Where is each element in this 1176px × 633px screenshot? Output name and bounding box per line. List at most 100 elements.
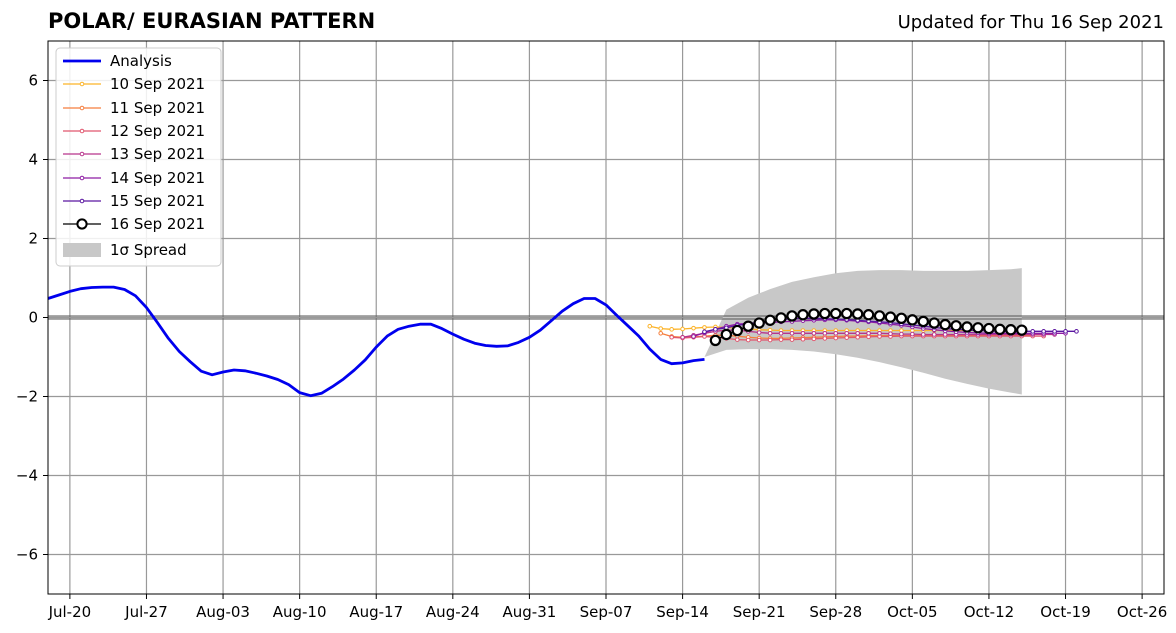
forecast-point xyxy=(917,315,929,328)
forecast-point xyxy=(819,307,831,320)
legend-marker xyxy=(79,128,85,134)
legend-label: 14 Sep 2021 xyxy=(110,169,205,187)
legend-swatch-spread xyxy=(63,243,101,257)
forecast-point xyxy=(1052,329,1057,334)
forecast-point xyxy=(778,337,784,342)
legend-marker xyxy=(79,198,85,204)
forecast-point xyxy=(709,334,722,347)
legend-label: 12 Sep 2021 xyxy=(110,122,205,140)
x-tick-label: Sep-21 xyxy=(733,603,786,621)
forecast-point xyxy=(994,323,1006,336)
forecast-point xyxy=(888,331,893,336)
x-tick-label: Jul-27 xyxy=(124,603,168,621)
forecast-point xyxy=(767,337,773,343)
forecast-point xyxy=(841,307,853,320)
forecast-point xyxy=(786,310,798,322)
forecast-point xyxy=(873,310,886,322)
forecast-point xyxy=(851,308,864,320)
forecast-point xyxy=(972,322,984,334)
forecast-point xyxy=(680,326,685,332)
forecast-point xyxy=(658,331,664,336)
forecast-point xyxy=(669,327,674,332)
x-tick-label: Oct-26 xyxy=(1117,603,1167,621)
x-tick-label: Aug-03 xyxy=(196,603,250,621)
legend-label: 13 Sep 2021 xyxy=(110,145,205,163)
forecast-point xyxy=(658,326,664,331)
forecast-point xyxy=(734,337,740,342)
forecast-point xyxy=(1063,329,1068,334)
forecast-point xyxy=(822,336,828,341)
y-tick-label: −4 xyxy=(16,467,38,485)
x-tick-label: Oct-05 xyxy=(887,603,937,621)
forecast-point xyxy=(808,308,820,320)
forecast-point xyxy=(1030,329,1036,334)
forecast-point xyxy=(910,331,915,337)
forecast-point xyxy=(899,331,904,337)
updated-label: Updated for Thu 16 Sep 2021 xyxy=(897,12,1164,33)
forecast-point xyxy=(950,320,962,332)
y-tick-label: 6 xyxy=(28,72,38,90)
x-tick-label: Sep-14 xyxy=(656,603,709,621)
forecast-point xyxy=(833,331,839,336)
forecast-point xyxy=(680,334,685,340)
forecast-point xyxy=(720,328,733,341)
forecast-point xyxy=(866,331,871,336)
legend-marker xyxy=(79,105,85,111)
forecast-point xyxy=(877,331,882,336)
forecast-point xyxy=(756,337,762,343)
forecast-point xyxy=(800,331,806,336)
forecast-point xyxy=(1005,324,1017,336)
x-tick-label: Aug-24 xyxy=(426,603,480,621)
forecast-point xyxy=(1074,329,1079,334)
analysis-line xyxy=(47,285,705,398)
x-tick-label: Aug-31 xyxy=(503,603,557,621)
forecast-point xyxy=(789,337,795,342)
legend-label: 11 Sep 2021 xyxy=(110,99,205,117)
legend-marker xyxy=(76,218,88,230)
forecast-point xyxy=(811,336,817,342)
legend-label: 16 Sep 2021 xyxy=(110,215,205,233)
forecast-point xyxy=(920,332,926,337)
forecast-point xyxy=(833,335,839,341)
legend-marker xyxy=(79,81,85,87)
forecast-point xyxy=(931,332,937,337)
y-tick-label: 4 xyxy=(28,151,38,169)
forecast-point xyxy=(822,331,828,336)
x-tick-label: Jul-20 xyxy=(48,603,92,621)
x-tick-label: Sep-07 xyxy=(580,603,633,621)
x-tick-label: Oct-12 xyxy=(964,603,1014,621)
legend-label: Analysis xyxy=(110,52,172,70)
legend-marker xyxy=(79,151,85,157)
legend-label: 10 Sep 2021 xyxy=(110,75,205,93)
legend-label: 1σ Spread xyxy=(110,241,187,259)
forecast-point xyxy=(830,307,842,320)
forecast-point xyxy=(789,331,795,336)
y-tick-label: −2 xyxy=(16,388,38,406)
forecast-point xyxy=(767,331,773,336)
forecast-point xyxy=(844,331,850,336)
forecast-point xyxy=(753,317,765,329)
spread-band xyxy=(704,268,1022,395)
forecast-point xyxy=(983,322,995,335)
forecast-point xyxy=(895,312,908,324)
page-title: POLAR/ EURASIAN PATTERN xyxy=(48,9,376,33)
forecast-point xyxy=(756,330,762,335)
forecast-point xyxy=(844,335,850,340)
forecast-point xyxy=(961,321,973,333)
forecast-point xyxy=(855,334,860,340)
forecast-point xyxy=(906,314,919,326)
forecast-point xyxy=(797,309,809,321)
forecast-point xyxy=(775,312,787,324)
forecast-point xyxy=(691,334,696,339)
forecast-point xyxy=(778,331,784,336)
forecast-point xyxy=(691,325,696,331)
forecast-point xyxy=(855,331,860,336)
forecast-point xyxy=(745,337,751,343)
forecast-point xyxy=(669,334,674,340)
forecast-point xyxy=(800,336,806,342)
x-tick-label: Oct-19 xyxy=(1040,603,1090,621)
forecast-point xyxy=(731,324,743,337)
forecast-point xyxy=(713,327,718,332)
forecast-point xyxy=(1041,329,1046,334)
